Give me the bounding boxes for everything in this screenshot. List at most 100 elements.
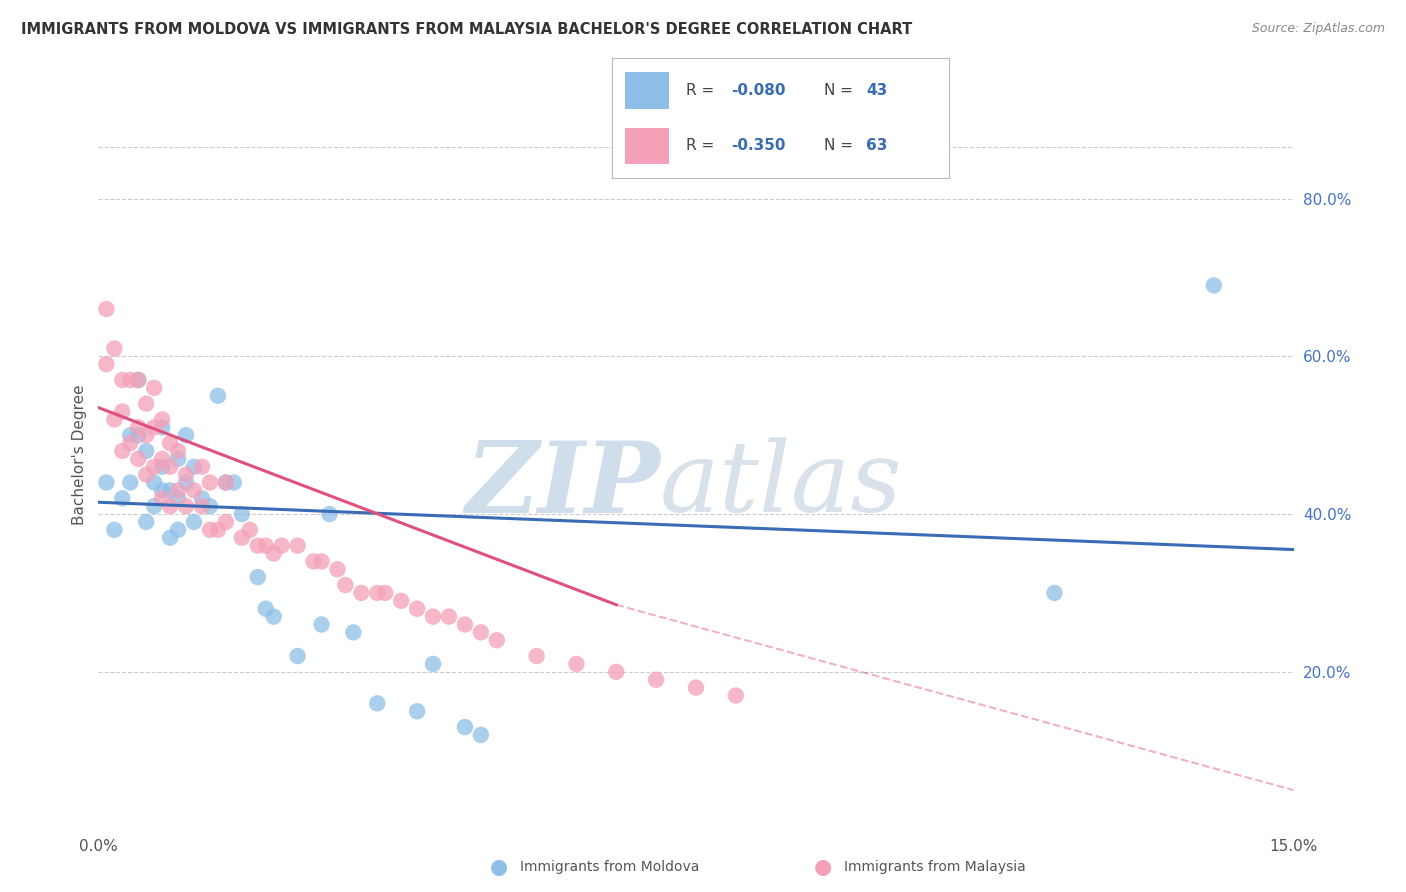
Point: [1043, 586, 1066, 600]
Point: [198, 523, 221, 537]
Text: ●: ●: [491, 857, 508, 877]
Point: [174, 467, 197, 482]
Point: [605, 665, 627, 679]
Point: [150, 483, 173, 498]
Point: [374, 586, 396, 600]
Bar: [626, 72, 669, 109]
Point: [239, 523, 262, 537]
Point: [287, 648, 309, 663]
Point: [150, 491, 173, 506]
Point: [470, 728, 492, 742]
Point: [198, 499, 221, 513]
Point: [183, 515, 205, 529]
Point: [422, 657, 444, 671]
Point: [1202, 278, 1225, 293]
Point: [143, 459, 166, 474]
Point: [207, 523, 229, 537]
Point: [311, 617, 333, 632]
Text: Source: ZipAtlas.com: Source: ZipAtlas.com: [1251, 22, 1385, 36]
Point: [103, 523, 125, 537]
Point: [167, 491, 190, 506]
Point: [167, 483, 190, 498]
Text: Immigrants from Moldova: Immigrants from Moldova: [520, 860, 700, 874]
Point: [191, 499, 214, 513]
Point: [135, 467, 157, 482]
Point: [135, 444, 157, 458]
Text: -0.350: -0.350: [731, 138, 786, 153]
Point: [159, 436, 181, 450]
Point: [246, 539, 269, 553]
Point: [287, 539, 309, 553]
Point: [485, 633, 508, 648]
Point: [127, 373, 149, 387]
Text: N =: N =: [824, 138, 858, 153]
Point: [174, 499, 197, 513]
Point: [326, 562, 349, 576]
Point: [302, 554, 325, 568]
Point: [135, 428, 157, 442]
Point: [454, 617, 477, 632]
Point: [150, 420, 173, 434]
Point: [135, 515, 157, 529]
Point: [183, 483, 205, 498]
Point: [111, 491, 134, 506]
Point: [437, 609, 460, 624]
Point: [406, 601, 429, 615]
Point: [231, 531, 253, 545]
Point: [318, 507, 340, 521]
Point: [159, 499, 181, 513]
Point: [174, 428, 197, 442]
Point: [143, 420, 166, 434]
Point: [111, 404, 134, 418]
Point: [103, 412, 125, 426]
Point: [111, 444, 134, 458]
Point: [143, 381, 166, 395]
Point: [96, 475, 118, 490]
Point: [111, 373, 134, 387]
Point: [120, 475, 142, 490]
Point: [215, 475, 238, 490]
Text: 43: 43: [866, 83, 887, 98]
Point: [135, 397, 157, 411]
Point: [96, 357, 118, 371]
Point: [150, 412, 173, 426]
Point: [263, 609, 285, 624]
Point: [191, 459, 214, 474]
Point: [207, 389, 229, 403]
Point: [143, 499, 166, 513]
Point: [342, 625, 364, 640]
Point: [167, 444, 190, 458]
Point: [565, 657, 588, 671]
Point: [645, 673, 668, 687]
Point: [127, 373, 149, 387]
Point: [103, 342, 125, 356]
Point: [215, 515, 238, 529]
Point: [526, 648, 548, 663]
Point: [366, 697, 388, 711]
Text: R =: R =: [686, 138, 718, 153]
Point: [335, 578, 357, 592]
Text: ●: ●: [814, 857, 831, 877]
Point: [389, 594, 412, 608]
Point: [246, 570, 269, 584]
Point: [254, 539, 277, 553]
Text: 63: 63: [866, 138, 887, 153]
Point: [198, 475, 221, 490]
Point: [270, 539, 292, 553]
Point: [254, 601, 277, 615]
Text: IMMIGRANTS FROM MOLDOVA VS IMMIGRANTS FROM MALAYSIA BACHELOR'S DEGREE CORRELATIO: IMMIGRANTS FROM MOLDOVA VS IMMIGRANTS FR…: [21, 22, 912, 37]
Point: [454, 720, 477, 734]
Text: Immigrants from Malaysia: Immigrants from Malaysia: [844, 860, 1025, 874]
Point: [422, 609, 444, 624]
Point: [120, 436, 142, 450]
Y-axis label: Bachelor's Degree: Bachelor's Degree: [72, 384, 87, 525]
Point: [167, 451, 190, 466]
Point: [215, 475, 238, 490]
Point: [311, 554, 333, 568]
Text: -0.080: -0.080: [731, 83, 786, 98]
Point: [191, 491, 214, 506]
Point: [96, 301, 118, 316]
Point: [150, 459, 173, 474]
Point: [159, 531, 181, 545]
Point: [406, 704, 429, 718]
